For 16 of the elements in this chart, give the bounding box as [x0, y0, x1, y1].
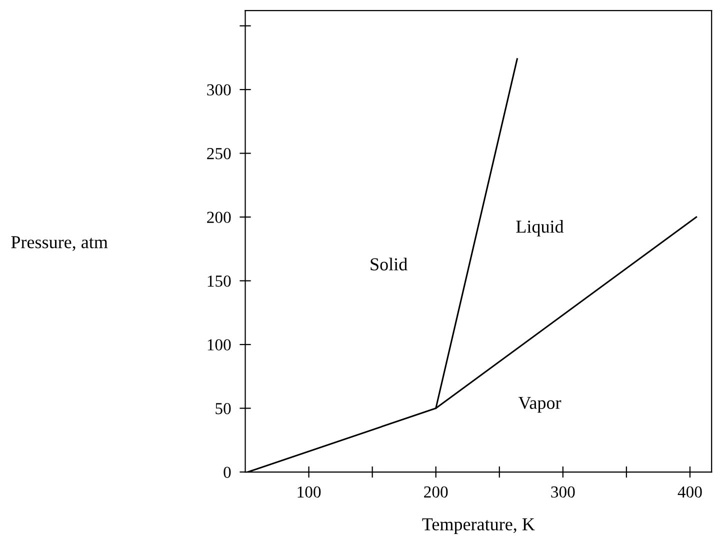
y-tick-label: 50	[216, 402, 231, 414]
x-tick-label: 100	[298, 486, 321, 498]
x-tick-label: 400	[678, 486, 702, 498]
text: Pressure, atm	[11, 236, 108, 251]
annotation: Liquid	[516, 220, 564, 236]
annotation: Vapor	[518, 396, 562, 413]
y-tick-label: 300	[207, 84, 231, 96]
annotation: Solid	[370, 258, 408, 270]
x-axis-title: Temperature, K	[422, 518, 535, 534]
y-tick-label: 0	[224, 466, 231, 478]
y-tick-label: 100	[208, 339, 231, 350]
y-tick-label: 200	[207, 212, 231, 223]
x-tick-label: 300	[551, 486, 575, 498]
y-tick-label: 250	[207, 148, 231, 160]
y-tick-label: 150	[208, 275, 231, 287]
x-tick-label: 200	[424, 486, 448, 498]
